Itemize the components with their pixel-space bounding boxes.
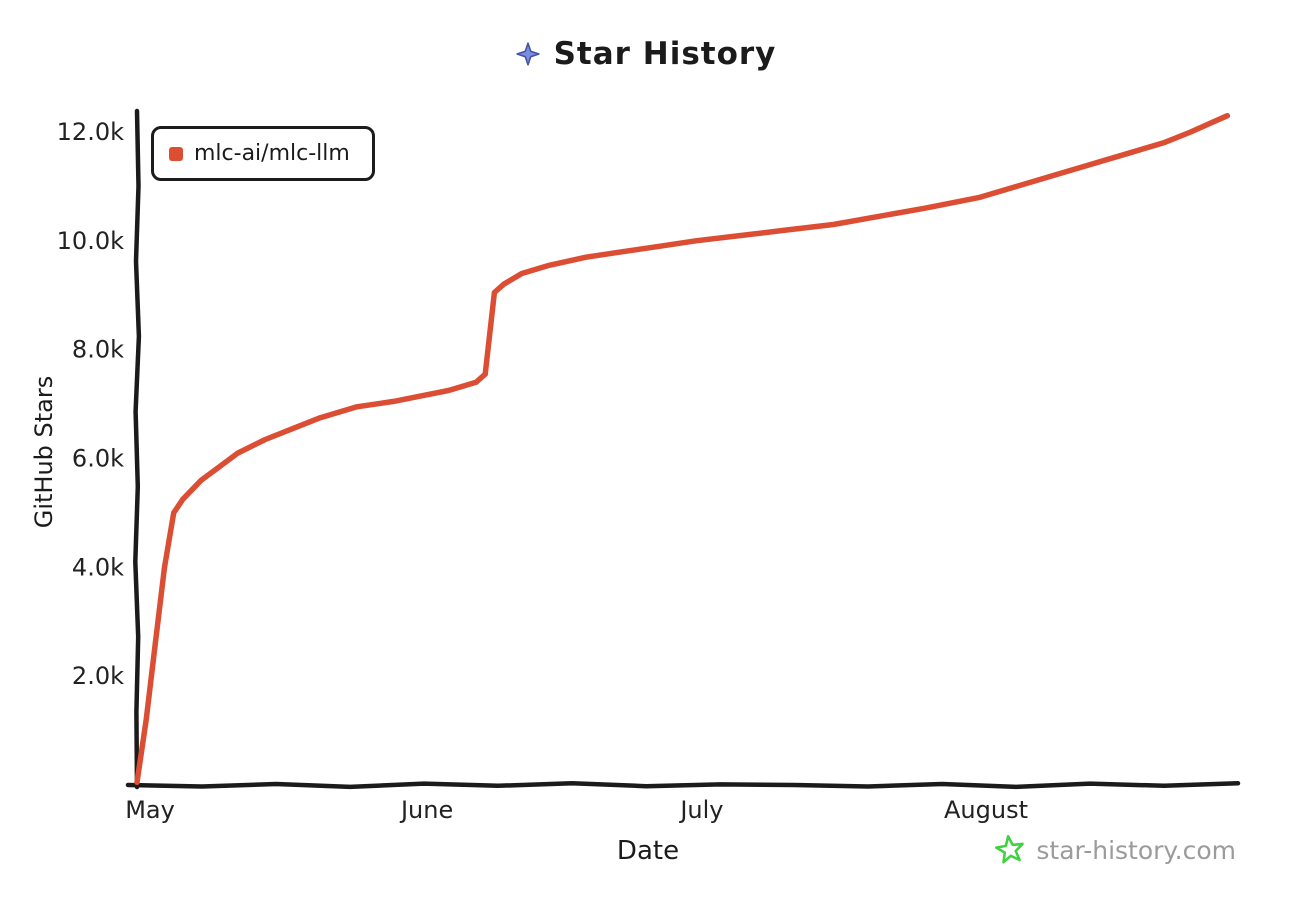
footer-branding[interactable]: star-history.com bbox=[994, 834, 1236, 866]
legend: mlc-ai/mlc-llm bbox=[151, 126, 375, 181]
x-tick-label: August bbox=[944, 796, 1028, 824]
x-tick-label: July bbox=[678, 796, 723, 824]
x-tick-label: May bbox=[125, 796, 175, 824]
x-tick-label: June bbox=[399, 796, 453, 824]
legend-label: mlc-ai/mlc-llm bbox=[194, 141, 350, 166]
chart-title: Star History bbox=[553, 36, 777, 72]
x-axis-title: Date bbox=[616, 836, 680, 866]
series-line bbox=[134, 112, 1231, 786]
y-tick-label: 2.0k bbox=[72, 662, 124, 690]
y-tick-label: 12.0k bbox=[57, 118, 124, 146]
footer-star-icon bbox=[995, 834, 1025, 864]
title-star-icon bbox=[515, 42, 540, 66]
x-axis bbox=[125, 781, 1241, 790]
legend-swatch bbox=[169, 146, 183, 161]
y-tick-label: 8.0k bbox=[72, 336, 124, 364]
y-axis bbox=[133, 108, 142, 790]
y-tick-label: 10.0k bbox=[57, 227, 124, 255]
y-tick-label: 6.0k bbox=[72, 445, 124, 473]
chart-header: Star History bbox=[0, 36, 1292, 72]
footer-link-text[interactable]: star-history.com bbox=[1036, 835, 1236, 865]
y-axis-title: GitHub Stars bbox=[30, 375, 58, 529]
y-tick-label: 4.0k bbox=[72, 553, 124, 581]
